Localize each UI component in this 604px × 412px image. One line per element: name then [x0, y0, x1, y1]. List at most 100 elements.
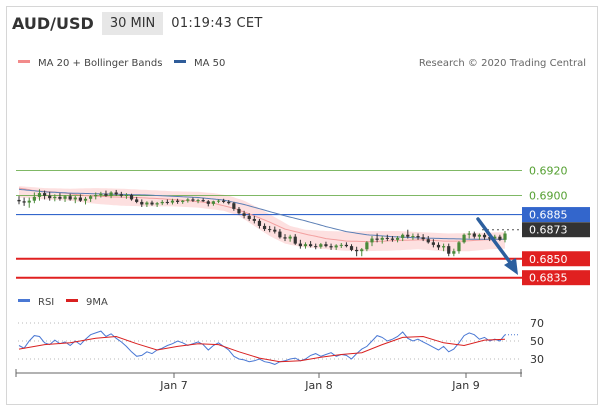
price-level-label: 0.6850: [522, 251, 590, 267]
candle-body: [181, 200, 185, 202]
candle: [503, 230, 507, 243]
level-label-text: 0.6850: [529, 253, 568, 266]
legend: MA 20 + Bollinger Bands MA 50 Research © 2…: [18, 58, 586, 69]
legend-swatch: [174, 60, 186, 63]
candle-body: [119, 194, 123, 196]
candle: [175, 198, 180, 204]
legend-swatch: [18, 60, 30, 63]
candle-body: [227, 201, 231, 204]
candle-body: [395, 237, 400, 240]
candle: [160, 200, 164, 206]
candles: [17, 189, 507, 257]
candle: [401, 233, 405, 242]
candle-body: [109, 192, 113, 196]
candle: [309, 241, 313, 248]
candle: [462, 233, 466, 244]
candle-body: [63, 196, 67, 199]
candle-body: [247, 215, 251, 219]
candle: [58, 193, 62, 201]
candle-body: [42, 193, 47, 196]
candle-body: [283, 237, 287, 239]
rsi-legend: RSI 9MA: [18, 297, 108, 308]
candle: [421, 234, 425, 242]
candle-body: [482, 234, 487, 238]
candle: [349, 244, 354, 252]
candle-body: [191, 199, 195, 201]
legend-label: 9MA: [86, 297, 108, 308]
candle: [17, 196, 21, 205]
candle: [278, 229, 282, 239]
candle-body: [431, 242, 435, 245]
x-tick-label: Jan 9: [451, 379, 479, 392]
interval-badge[interactable]: 30 MIN: [101, 11, 164, 35]
candle-body: [339, 244, 343, 246]
candle: [94, 192, 98, 200]
candle-body: [452, 251, 456, 254]
candle: [42, 190, 47, 200]
candle-body: [89, 196, 93, 199]
candle-body: [27, 200, 31, 203]
candle: [129, 193, 134, 201]
candle: [109, 191, 113, 199]
price-level-label: 0.6900: [529, 190, 568, 203]
candle-body: [145, 202, 149, 205]
candle: [319, 242, 323, 249]
candle: [104, 190, 108, 197]
candle: [124, 193, 129, 199]
candle: [119, 191, 123, 198]
candle-body: [288, 236, 292, 239]
price-level-label: 0.6885: [522, 207, 590, 223]
candle: [257, 218, 262, 229]
candle-body: [222, 200, 226, 202]
candle: [329, 243, 333, 250]
candle: [273, 226, 277, 234]
candle-body: [114, 192, 118, 195]
candle-body: [170, 200, 175, 203]
candle-body: [442, 246, 446, 248]
candle: [416, 233, 420, 240]
candle: [206, 200, 210, 207]
candle: [201, 198, 205, 202]
candle-body: [94, 194, 98, 197]
candle: [314, 243, 318, 250]
candle: [252, 215, 256, 224]
candle: [426, 236, 430, 244]
candle: [447, 243, 451, 257]
candle: [375, 233, 379, 243]
candle: [442, 243, 446, 252]
candle-body: [242, 213, 246, 216]
candle-body: [129, 194, 134, 200]
candle: [89, 194, 93, 202]
candle-body: [165, 201, 169, 203]
forecast-arrow-shaft: [476, 217, 514, 267]
candle: [385, 234, 389, 242]
candle-body: [390, 238, 395, 240]
candle-body: [73, 197, 77, 200]
candle: [498, 234, 502, 242]
candle: [68, 193, 72, 201]
rsi-tick-label: 50: [530, 335, 544, 348]
candle: [355, 246, 359, 257]
candle: [63, 194, 67, 202]
credit-text: Research © 2020 Trading Central: [419, 58, 586, 69]
candle: [262, 223, 267, 231]
candle: [411, 233, 415, 240]
candle-body: [467, 233, 471, 235]
candle: [27, 197, 31, 208]
candle: [288, 234, 292, 242]
legend-label: RSI: [38, 297, 54, 308]
candle-body: [237, 208, 241, 214]
level-label-text: 0.6885: [529, 209, 568, 222]
candle: [196, 198, 200, 204]
candle-body: [155, 203, 159, 205]
candle-body: [160, 201, 164, 204]
candle: [298, 239, 302, 249]
symbol-title: AUD/USD: [12, 13, 94, 33]
candle: [395, 236, 400, 243]
rsi-tick-label: 70: [530, 317, 544, 330]
candle-body: [411, 236, 415, 238]
candle-body: [53, 196, 57, 199]
candle-body: [58, 196, 62, 199]
candle-body: [211, 201, 215, 204]
level-label-box: [522, 222, 590, 238]
